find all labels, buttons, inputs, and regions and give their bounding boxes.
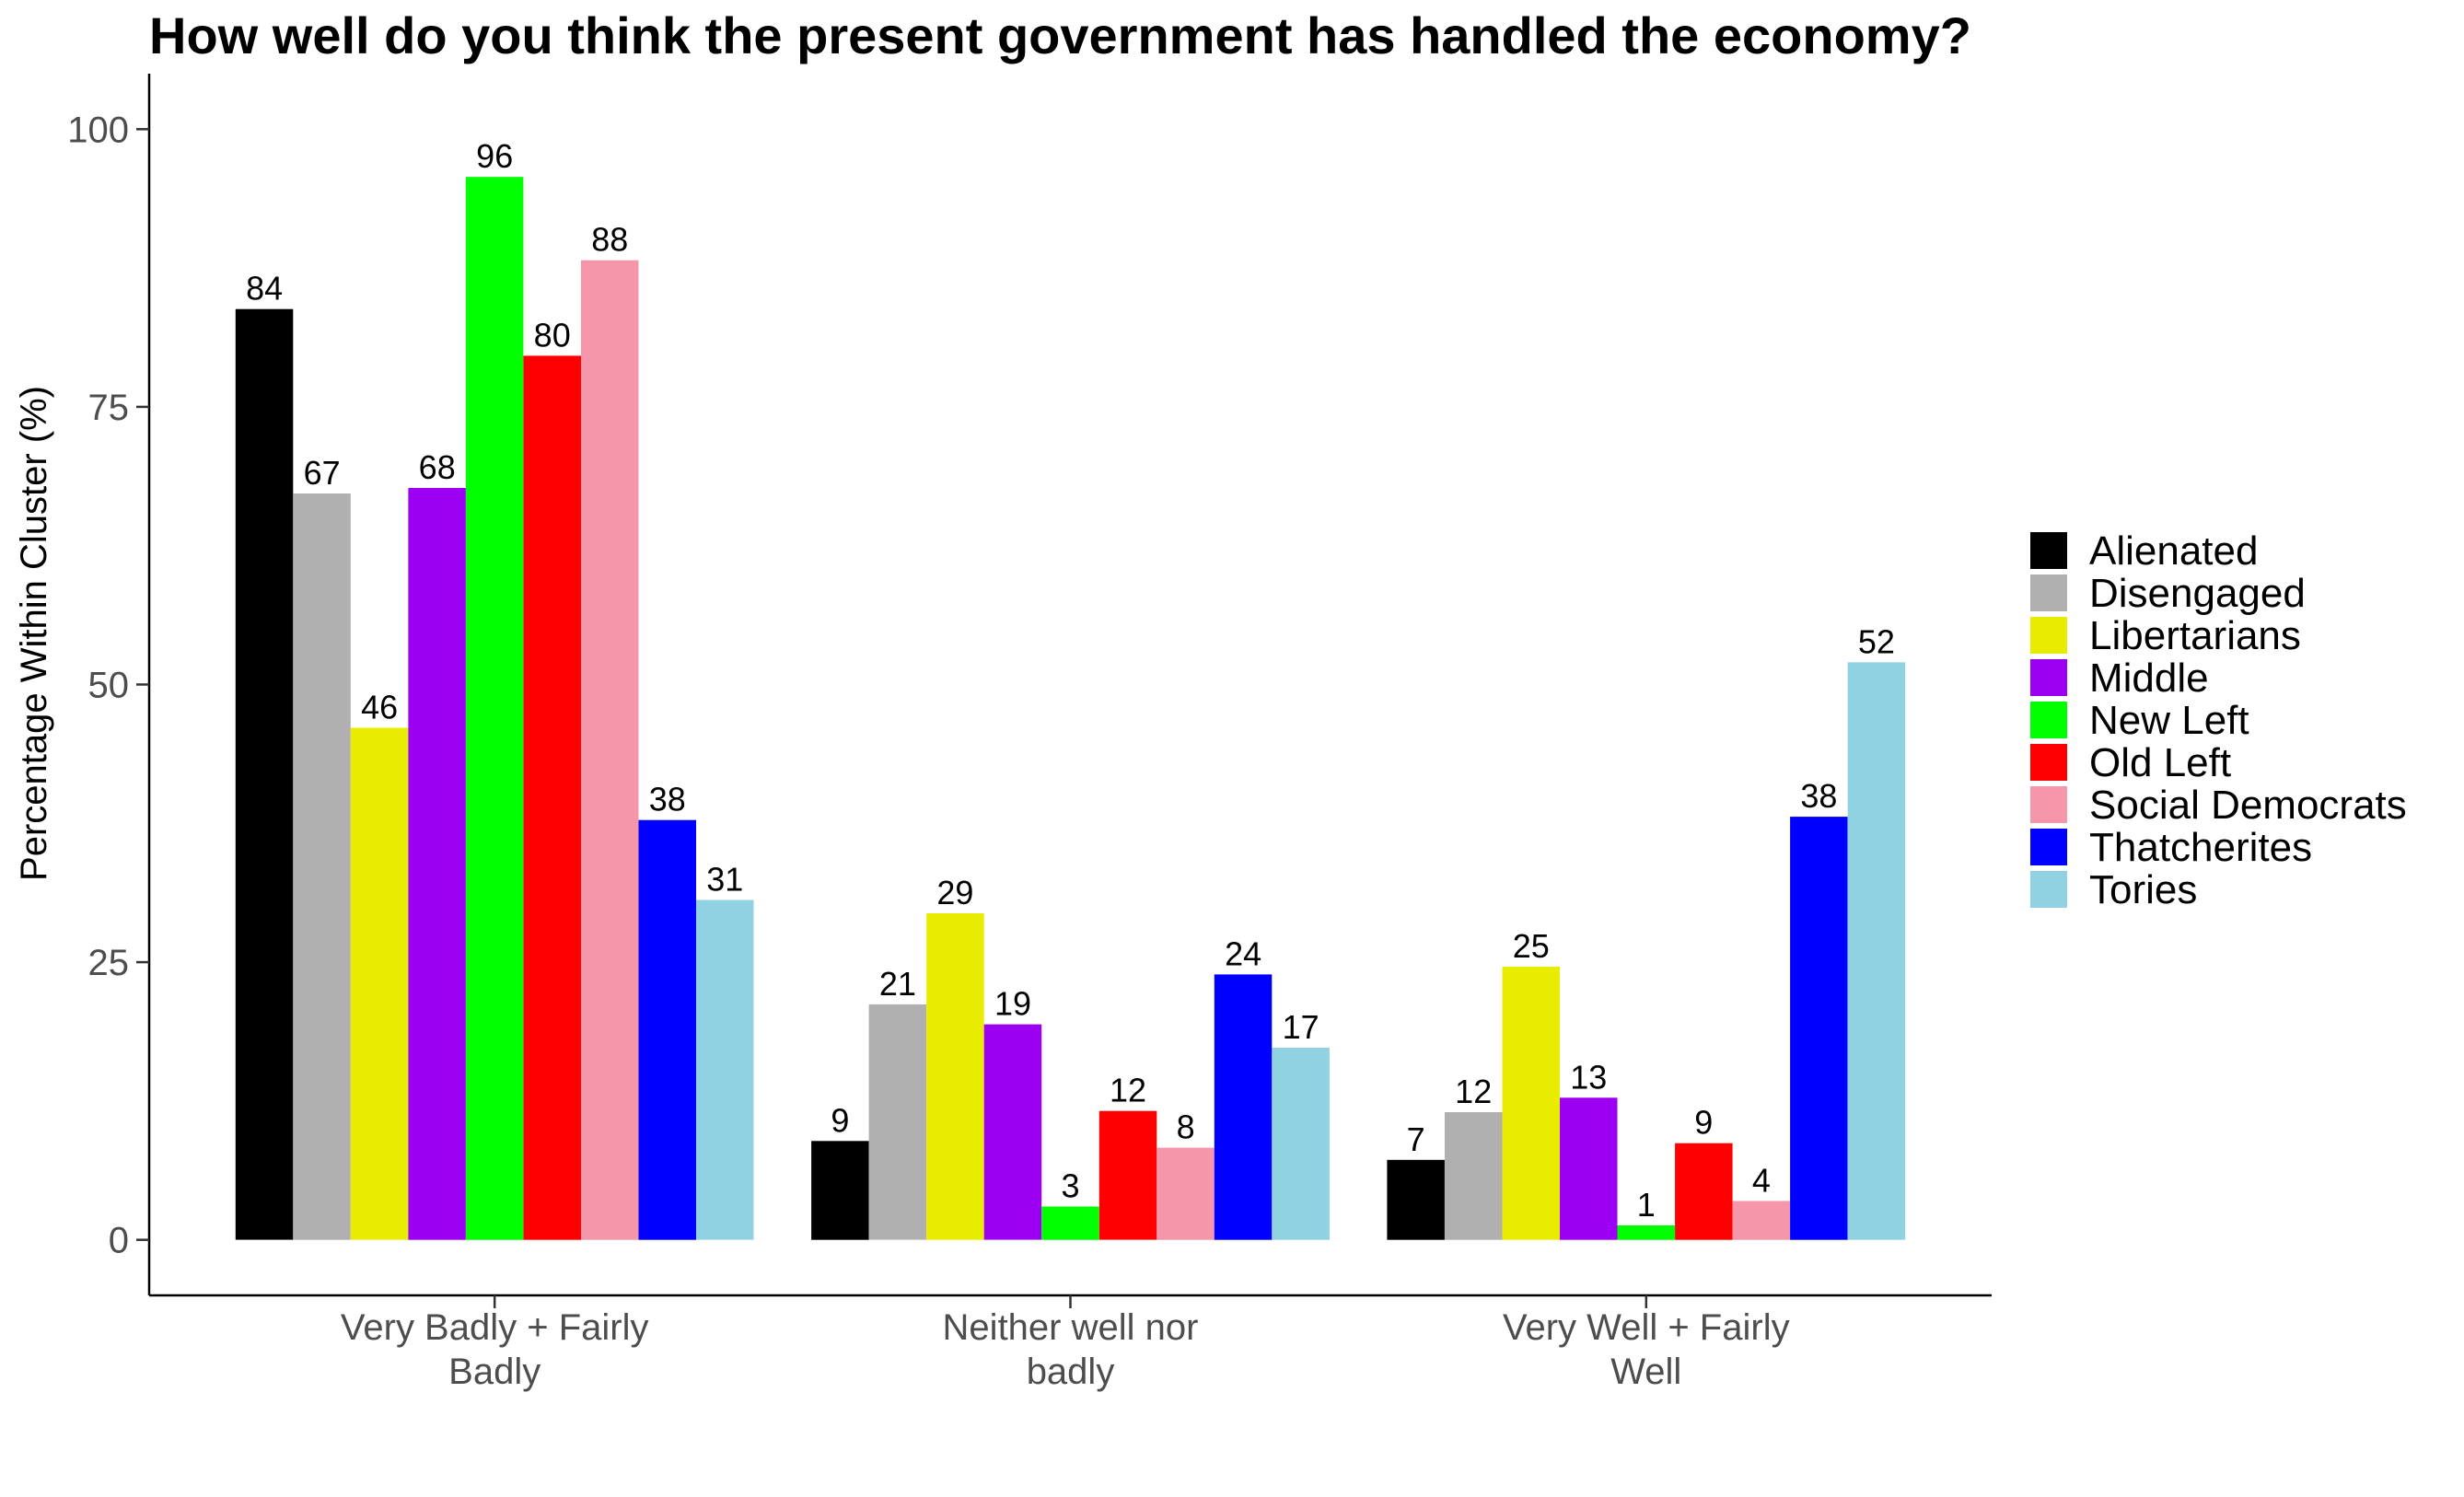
y-tick-label: 0 — [109, 1221, 129, 1261]
y-ticks-layer: 0 25 50 75 100 — [67, 110, 149, 1261]
data-label: 19 — [994, 985, 1031, 1023]
bar — [1156, 1147, 1215, 1240]
data-label: 8 — [1177, 1108, 1195, 1146]
bar — [1560, 1097, 1618, 1240]
x-tick-label: Neither well nor — [943, 1307, 1199, 1348]
legend-swatch — [2030, 702, 2067, 738]
bar — [1387, 1159, 1445, 1240]
bar — [638, 819, 696, 1240]
bar — [1790, 817, 1848, 1240]
data-label: 21 — [879, 965, 916, 1003]
data-label: 38 — [649, 781, 686, 818]
legend-label: Alienated — [2089, 528, 2258, 574]
legend-label: Disengaged — [2089, 571, 2306, 616]
data-label: 84 — [246, 270, 283, 308]
data-label: 1 — [1637, 1186, 1656, 1224]
data-label: 80 — [534, 316, 571, 354]
x-tick-label: Very Badly + Fairly — [341, 1307, 649, 1348]
legend: AlienatedDisengagedLibertariansMiddleNew… — [2030, 528, 2407, 912]
y-tick-label: 25 — [88, 943, 130, 983]
bar — [1272, 1048, 1330, 1240]
data-label: 67 — [304, 454, 341, 492]
data-label: 17 — [1283, 1008, 1319, 1046]
data-label: 46 — [361, 689, 398, 726]
data-label: 96 — [476, 137, 513, 175]
legend-label: Thatcherites — [2089, 825, 2312, 870]
bar — [1214, 974, 1273, 1240]
legend-swatch — [2030, 744, 2067, 781]
bar — [1847, 662, 1906, 1240]
data-label: 31 — [706, 861, 743, 899]
legend-label: Tories — [2089, 867, 2197, 912]
x-tick-label: Well — [1610, 1352, 1681, 1392]
legend-swatch — [2030, 532, 2067, 569]
chart-title: How well do you think the present govern… — [149, 6, 1971, 64]
data-label: 12 — [1110, 1072, 1146, 1109]
legend-label: Social Democrats — [2089, 783, 2407, 828]
data-label: 13 — [1570, 1058, 1607, 1096]
legend-swatch — [2030, 659, 2067, 696]
bar — [1502, 966, 1560, 1240]
legend-swatch — [2030, 871, 2067, 908]
bar — [1445, 1112, 1503, 1240]
data-label: 68 — [419, 448, 456, 486]
legend-label: Middle — [2089, 656, 2209, 701]
data-label: 38 — [1800, 777, 1837, 815]
bar — [293, 493, 351, 1240]
legend-swatch — [2030, 574, 2067, 611]
bar — [235, 308, 294, 1240]
data-label: 88 — [591, 221, 628, 259]
data-label: 25 — [1513, 927, 1550, 965]
bar — [1098, 1110, 1157, 1240]
data-label: 9 — [831, 1101, 849, 1139]
y-tick-label: 100 — [67, 110, 129, 150]
bar — [1732, 1201, 1791, 1240]
bar-labels-layer: 8467466896808838319212919312824177122513… — [246, 137, 1895, 1224]
legend-label: Libertarians — [2089, 613, 2301, 658]
data-label: 29 — [936, 874, 973, 911]
bar — [811, 1141, 869, 1240]
bar — [523, 355, 581, 1240]
bar — [350, 727, 409, 1240]
legend-label: Old Left — [2089, 740, 2231, 785]
legend-swatch — [2030, 829, 2067, 865]
bar — [1041, 1206, 1099, 1240]
legend-label: New Left — [2089, 698, 2249, 743]
x-tick-label: Badly — [448, 1352, 540, 1392]
bars-layer — [235, 177, 1906, 1240]
bar — [465, 177, 524, 1240]
bar — [581, 260, 639, 1240]
y-tick-label: 75 — [88, 388, 130, 428]
data-label: 12 — [1455, 1073, 1492, 1110]
y-axis-title: Percentage Within Cluster (%) — [14, 386, 54, 881]
data-label: 9 — [1694, 1104, 1713, 1142]
data-label: 52 — [1858, 622, 1895, 660]
y-tick-label: 50 — [88, 666, 130, 706]
bar — [1675, 1143, 1733, 1240]
legend-swatch — [2030, 617, 2067, 654]
bar — [926, 913, 984, 1240]
data-label: 24 — [1225, 934, 1261, 972]
x-tick-label: badly — [1027, 1352, 1115, 1392]
bar — [696, 899, 754, 1240]
x-tick-label: Very Well + Fairly — [1503, 1307, 1790, 1348]
bar — [983, 1024, 1042, 1240]
bar — [1617, 1225, 1675, 1240]
bar — [868, 1004, 927, 1240]
bar — [408, 488, 466, 1240]
data-label: 4 — [1752, 1162, 1771, 1200]
data-label: 7 — [1407, 1120, 1425, 1158]
data-label: 3 — [1061, 1167, 1079, 1205]
legend-swatch — [2030, 786, 2067, 823]
